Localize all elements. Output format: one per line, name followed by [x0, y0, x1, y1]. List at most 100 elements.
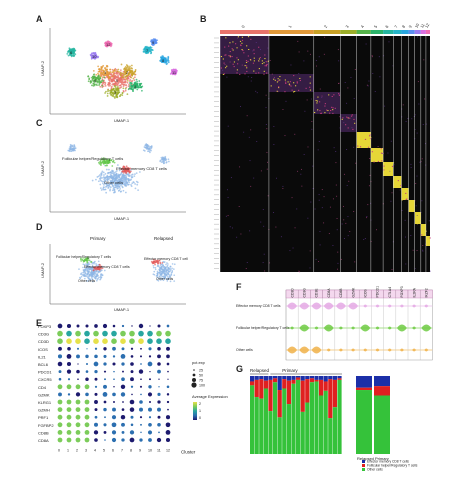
expression-dot: [103, 384, 107, 389]
heatmap-speckle: [339, 116, 341, 118]
cluster-number-label: 2: [126, 70, 129, 75]
legend-label: 50: [199, 374, 203, 378]
heatmap-speckle: [241, 42, 243, 44]
heatmap-speckle: [275, 177, 277, 179]
bar-segment: [319, 379, 324, 396]
heatmap-speckle: [359, 146, 362, 148]
heatmap-speckle: [364, 238, 366, 239]
heatmap-speckle: [230, 177, 232, 179]
expression-dot: [157, 407, 161, 412]
heatmap-speckle: [406, 198, 408, 200]
heatmap-speckle: [321, 96, 323, 98]
heatmap-speckle: [352, 128, 354, 130]
heatmap-speckle: [241, 36, 244, 38]
expression-dot: [102, 330, 108, 337]
bar-segment: [374, 395, 390, 454]
bar-segment: [254, 379, 259, 398]
heatmap-speckle: [252, 62, 255, 64]
heatmap-speckle: [247, 60, 249, 62]
expression-dot: [139, 407, 143, 412]
heatmap-speckle: [321, 95, 323, 97]
expression-dot: [129, 330, 135, 337]
heatmap-speckle: [296, 81, 298, 83]
bar-segment: [250, 381, 255, 386]
expression-dot: [76, 354, 80, 359]
heatmap-speckle: [298, 270, 300, 272]
heatmap-speckle: [326, 109, 328, 111]
heatmap-block: [370, 148, 384, 162]
heatmap-speckle: [266, 61, 268, 63]
heatmap-speckle: [287, 81, 289, 83]
heatmap-speckle: [220, 67, 223, 69]
heatmap-speckle: [343, 173, 345, 175]
heatmap-speckle: [416, 175, 418, 177]
heatmap-speckle: [239, 73, 241, 75]
annotation-label: Effector memory CD8 T cells: [84, 265, 130, 269]
cluster-label: 3: [344, 24, 350, 29]
bar-segment: [277, 376, 282, 391]
expression-dot: [166, 393, 170, 396]
bar-segment: [332, 407, 337, 454]
heatmap-speckle: [247, 36, 250, 38]
heatmap-speckle: [410, 235, 412, 236]
heatmap-speckle: [346, 149, 348, 150]
expression-dot: [84, 437, 90, 443]
expression-dot: [66, 354, 72, 359]
heatmap-speckle: [253, 57, 255, 59]
expression-dot: [57, 437, 63, 443]
heatmap-speckle: [363, 239, 365, 240]
heatmap-speckle: [429, 237, 431, 239]
expression-dot: [84, 384, 90, 390]
heatmap-speckle: [285, 81, 287, 83]
expression-dot: [165, 330, 171, 337]
heatmap-speckle: [425, 123, 427, 125]
expression-dot: [166, 362, 170, 366]
bar-segment: [291, 376, 296, 380]
cluster-label: 8: [401, 24, 407, 29]
heatmap-speckle: [312, 165, 314, 167]
expression-dot: [76, 369, 80, 374]
heatmap-speckle: [250, 80, 252, 82]
expression-dot: [66, 338, 72, 344]
heatmap-speckle: [399, 177, 401, 179]
expression-dot: [140, 378, 142, 381]
bar-segment: [273, 378, 278, 383]
panel-a-label: A: [36, 14, 43, 24]
expression-dot: [157, 369, 161, 374]
bar-segment: [337, 379, 342, 454]
heatmap-speckle: [265, 65, 268, 67]
heatmap-speckle: [411, 210, 413, 212]
expression-dot: [112, 346, 116, 351]
expression-dot: [156, 338, 162, 344]
panel-d: D Primary Relapsed Follicular helper/Regul…: [36, 222, 196, 312]
expression-dot: [166, 385, 170, 389]
expression-dot: [122, 401, 124, 403]
heatmap-speckle: [267, 60, 269, 62]
bar-segment: [296, 376, 301, 378]
heatmap-speckle: [289, 84, 291, 86]
heatmap-speckle: [298, 89, 300, 91]
heatmap-speckle: [309, 89, 312, 91]
heatmap-speckle: [236, 69, 239, 71]
expression-dot: [86, 348, 88, 350]
expression-dot: [57, 384, 63, 390]
umap-plot-d: Primary Relapsed Follicular helper/Regulat…: [40, 236, 188, 312]
gene-label: CD8A: [327, 288, 331, 298]
heatmap-speckle: [318, 194, 320, 196]
annotation-label: Effector memory CD8 T cells: [116, 166, 167, 171]
heatmap-speckle: [241, 64, 243, 66]
heatmap-speckle: [341, 223, 343, 225]
heatmap-speckle: [338, 82, 340, 84]
heatmap-speckle: [367, 146, 370, 148]
expression-dot: [113, 370, 115, 373]
heatmap-speckle: [222, 69, 224, 71]
cluster-number-label: 10: [92, 54, 97, 59]
cluster-color-bar: [393, 30, 402, 34]
expression-dot: [165, 422, 171, 428]
heatmap-speckle: [351, 114, 353, 116]
expression-dot: [111, 415, 117, 420]
heatmap-speckle: [250, 59, 252, 61]
heatmap-speckle: [224, 54, 226, 56]
heatmap-speckle: [243, 131, 245, 133]
bar-segment: [263, 376, 268, 381]
